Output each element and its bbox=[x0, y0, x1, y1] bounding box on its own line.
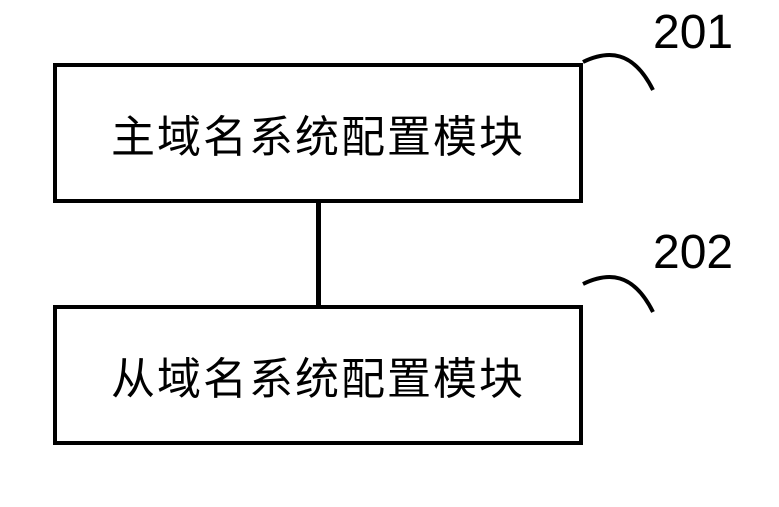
connector-box1-box2 bbox=[316, 203, 321, 305]
box-primary-dns-config: 主域名系统配置模块 bbox=[53, 63, 583, 203]
box-primary-dns-config-text: 主域名系统配置模块 bbox=[111, 101, 525, 165]
diagram-canvas: 主域名系统配置模块 从域名系统配置模块 201 202 bbox=[0, 0, 779, 507]
label-201: 201 bbox=[653, 5, 733, 60]
callout-201 bbox=[583, 50, 658, 95]
box-secondary-dns-config: 从域名系统配置模块 bbox=[53, 305, 583, 445]
callout-202 bbox=[583, 272, 658, 317]
box-secondary-dns-config-text: 从域名系统配置模块 bbox=[111, 343, 525, 407]
label-202: 202 bbox=[653, 225, 733, 280]
